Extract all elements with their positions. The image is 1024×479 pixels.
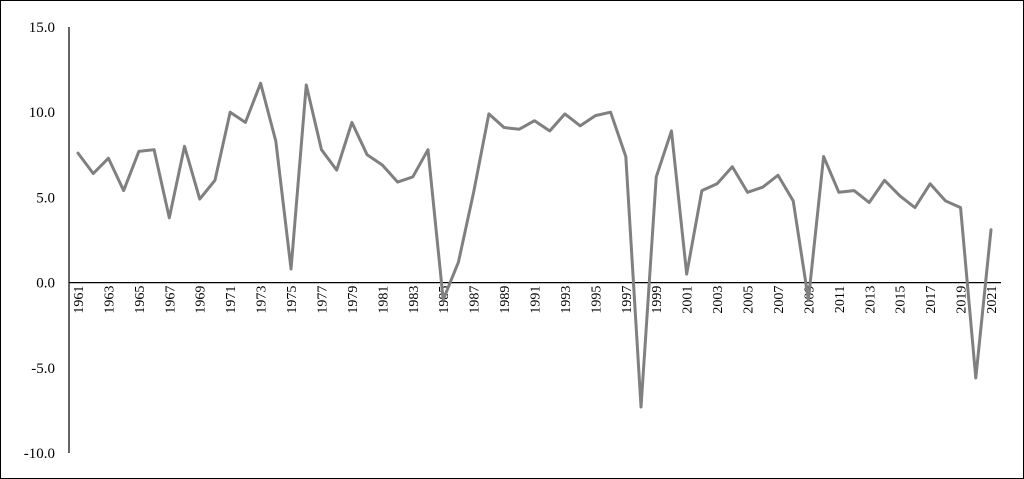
x-tick-label: 2019	[955, 286, 970, 314]
x-tick-label: 2003	[711, 286, 726, 314]
x-tick-label: 2007	[772, 286, 787, 314]
x-tick-label: 1999	[650, 286, 665, 314]
x-tick-label: 2005	[742, 286, 757, 314]
x-tick-label: 1967	[163, 286, 178, 314]
series-line	[76, 81, 993, 409]
x-tick-label: 1987	[468, 286, 483, 314]
x-tick-label: 1965	[133, 286, 148, 314]
y-tick-label: 0.0	[36, 276, 55, 292]
y-tick-labels: 15.0 10.0 5.0 0.0 -5.0 -10.0	[24, 20, 55, 462]
y-tick-label: -5.0	[31, 361, 55, 377]
y-tick-label: -10.0	[24, 446, 55, 462]
x-tick-label: 1995	[589, 286, 604, 314]
x-tick-label: 2015	[894, 286, 909, 314]
y-tick-label: 5.0	[36, 190, 55, 206]
x-tick-label: 2013	[863, 286, 878, 314]
y-tick-label: 10.0	[29, 105, 55, 121]
x-tick-label: 2011	[833, 286, 848, 313]
x-tick-label: 1983	[407, 286, 422, 314]
x-tick-label: 2021	[985, 286, 1000, 314]
y-tick-label: 15.0	[29, 20, 55, 36]
series-group	[76, 81, 993, 409]
x-tick-label: 1969	[194, 286, 209, 314]
x-tick-labels: 1961 1963 1965 1967 1969 1971 1973 1975 1977 1979…	[72, 286, 1000, 314]
x-tick-label: 1997	[620, 286, 635, 314]
x-tick-label: 1977	[315, 286, 330, 314]
x-tick-label: 1979	[346, 286, 361, 314]
x-tick-label: 1961	[72, 286, 87, 314]
x-tick-label: 1973	[255, 286, 270, 314]
x-tick-label: 1993	[559, 286, 574, 314]
x-tick-label: 2017	[924, 286, 939, 314]
x-tick-label: 1981	[376, 286, 391, 314]
x-tick-label: 1991	[529, 286, 544, 314]
x-tick-label: 1963	[102, 286, 117, 314]
x-tick-label: 1989	[498, 286, 513, 314]
x-tick-label: 1975	[285, 286, 300, 314]
x-tick-label: 2001	[681, 286, 696, 314]
x-tick-label: 1971	[224, 286, 239, 314]
